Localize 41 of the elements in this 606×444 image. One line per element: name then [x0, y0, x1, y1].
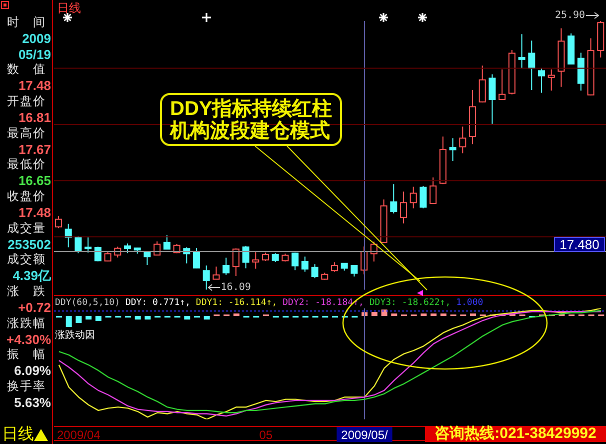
text: 振幅 — [7, 347, 45, 362]
x-tick-label: 2009/05/ — [341, 428, 389, 442]
text: 时间 — [7, 15, 45, 30]
text: 4.39亿 — [12, 268, 51, 284]
text: 涨跌幅 — [7, 316, 45, 331]
text: 成交量 — [7, 220, 45, 236]
x-tick-label: 2009/04 — [56, 428, 101, 442]
text: 开盘价 — [7, 94, 45, 110]
text: 咨询热线:021-38429992 — [425, 425, 606, 442]
text: 涨跌 — [7, 284, 45, 300]
text: 16.65 — [18, 173, 51, 188]
annotation: 16.09 — [220, 282, 251, 293]
text: 253502 — [8, 236, 51, 252]
text: 成交额 — [7, 252, 45, 268]
text: 涨跌动因 — [55, 330, 95, 341]
text: 17.48 — [18, 204, 51, 220]
text: DDY1: -16.114↑, — [196, 298, 278, 309]
annotation: 17.480 — [554, 236, 605, 252]
chart-title: 日线 — [57, 1, 81, 15]
text: 收盘价 — [7, 189, 45, 204]
text: 2009 — [22, 30, 51, 46]
chart-title: DDY(60,5,10) — [55, 298, 120, 309]
annotation: 25.90 — [554, 10, 586, 21]
text: +4.30% — [6, 332, 51, 347]
text: 最低价 — [7, 157, 45, 172]
text: DDY: 0.771↑, — [125, 298, 190, 309]
text: 05/19 — [18, 46, 51, 62]
text: 5.63% — [14, 394, 51, 410]
text: 16.81 — [18, 110, 51, 125]
text: 17.67 — [18, 142, 51, 157]
text: 最高价 — [7, 126, 45, 141]
x-tick-label: 05 — [259, 428, 273, 442]
text: 日线 — [2, 426, 34, 443]
text: DDY3: -18.622↑, — [369, 298, 451, 309]
text: 17.48 — [18, 78, 51, 94]
text: 换手率 — [7, 379, 45, 394]
text: +0.72 — [18, 300, 51, 315]
annotation: DDY指标持续红柱机构波段建仓模式 — [160, 93, 342, 146]
text: 数值 — [7, 62, 45, 78]
text: 1.000 — [456, 298, 484, 309]
text: 6.09% — [14, 363, 51, 378]
